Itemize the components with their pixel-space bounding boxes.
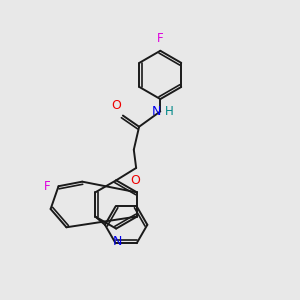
Text: O: O: [112, 99, 122, 112]
Text: H: H: [165, 105, 174, 118]
Text: F: F: [157, 32, 164, 46]
Text: N: N: [113, 235, 122, 248]
Text: O: O: [130, 174, 140, 188]
Text: N: N: [152, 105, 161, 118]
Text: F: F: [44, 180, 51, 193]
